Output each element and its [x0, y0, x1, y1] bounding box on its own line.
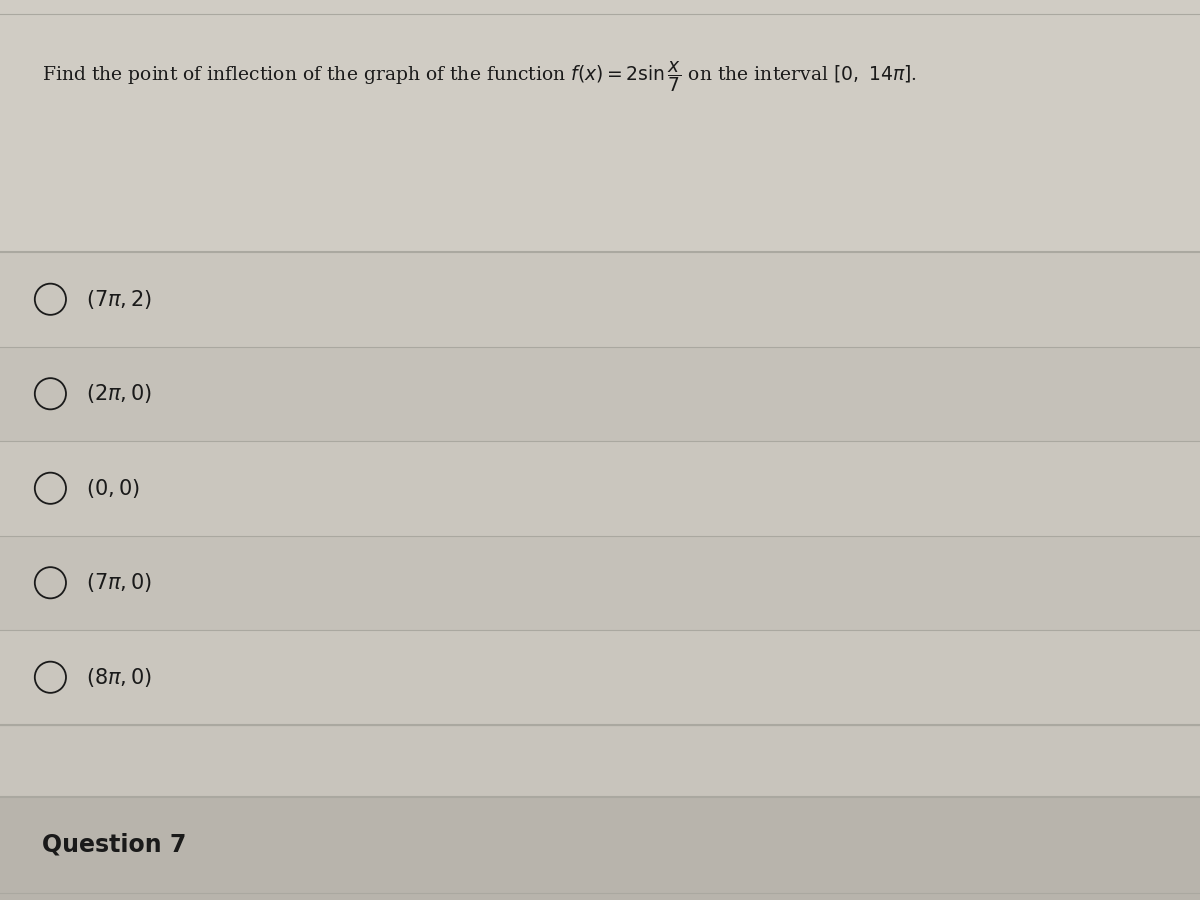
Bar — [0, 536, 1200, 630]
Text: $(0, 0)$: $(0, 0)$ — [86, 477, 140, 500]
Bar — [0, 630, 1200, 725]
Text: $(8\pi, 0)$: $(8\pi, 0)$ — [86, 666, 152, 688]
Bar — [0, 441, 1200, 536]
Bar — [0, 0, 1200, 252]
Text: $(2\pi, 0)$: $(2\pi, 0)$ — [86, 382, 152, 405]
Bar — [0, 724, 1200, 796]
Text: Find the point of inflection of the graph of the function $f(x) = 2\sin\dfrac{x}: Find the point of inflection of the grap… — [42, 59, 917, 94]
Text: Question 7: Question 7 — [42, 832, 186, 856]
Bar — [0, 796, 1200, 900]
Bar — [0, 252, 1200, 346]
Text: $(7\pi, 2)$: $(7\pi, 2)$ — [86, 288, 152, 310]
Text: $(7\pi, 0)$: $(7\pi, 0)$ — [86, 572, 152, 594]
Bar — [0, 346, 1200, 441]
Bar — [0, 252, 1200, 724]
